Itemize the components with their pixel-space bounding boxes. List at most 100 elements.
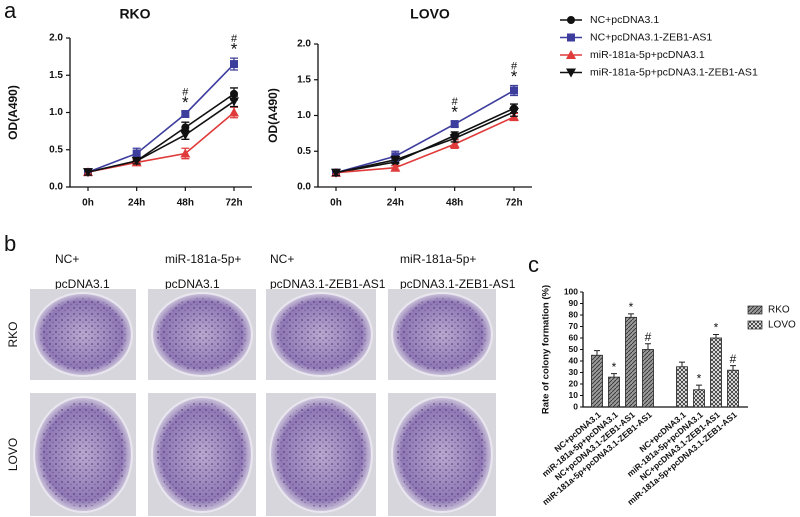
point xyxy=(181,123,190,132)
axis-line xyxy=(69,38,252,188)
y-tick-label: 0 xyxy=(573,401,578,411)
annotation: * xyxy=(714,321,719,335)
point xyxy=(390,155,401,165)
column-header: pcDNA3.1 xyxy=(55,277,110,291)
series-line xyxy=(335,116,515,174)
legend-marker xyxy=(566,50,576,59)
error-bar xyxy=(594,350,600,356)
x-tick-label: 48h xyxy=(177,198,194,209)
chart-title: LOVO xyxy=(410,6,450,22)
annotation: * xyxy=(231,40,238,59)
plate-colonies xyxy=(397,402,487,507)
error-bar xyxy=(730,365,736,371)
legend-marker xyxy=(566,68,576,78)
series-line xyxy=(87,100,235,173)
x-tick-label: 24h xyxy=(128,198,145,209)
y-tick-label: 40 xyxy=(569,355,579,365)
error-bar xyxy=(679,361,685,367)
panel-label: b xyxy=(4,231,16,256)
annotation: # xyxy=(511,60,518,72)
plate-colonies xyxy=(275,298,367,371)
point xyxy=(229,97,239,107)
panel-label: a xyxy=(4,0,17,23)
point xyxy=(230,60,238,69)
y-tick-label: 60 xyxy=(569,332,579,342)
y-tick-label: 70 xyxy=(569,321,579,331)
y-tick-label: 0.0 xyxy=(297,182,311,193)
point xyxy=(131,156,142,166)
annotation: * xyxy=(511,67,518,86)
bar xyxy=(608,376,620,408)
y-tick-label: 90 xyxy=(569,298,579,308)
point xyxy=(229,107,239,117)
x-tick-label: 0h xyxy=(82,198,94,209)
point xyxy=(510,86,518,95)
y-tick-label: 20 xyxy=(569,378,579,388)
series-line xyxy=(87,63,235,173)
bar xyxy=(642,349,654,408)
y-tick-label: 10 xyxy=(569,390,579,400)
y-tick-label: 1.5 xyxy=(297,74,311,85)
y-tick-label: 80 xyxy=(569,309,579,319)
y-tick-label: 2.0 xyxy=(49,33,63,44)
legend-label: NC+pcDNA3.1 xyxy=(590,14,659,26)
bar xyxy=(625,316,637,408)
y-axis-label: Rate of colony formation (%) xyxy=(541,285,552,414)
bar xyxy=(710,337,722,408)
y-tick-label: 1.5 xyxy=(49,70,63,81)
y-tick-label: 2.0 xyxy=(297,39,311,50)
legend-swatch xyxy=(747,320,763,330)
bar xyxy=(727,369,739,408)
error-bar xyxy=(645,343,651,350)
series-line xyxy=(335,89,515,174)
point xyxy=(180,130,191,140)
panel-label: c xyxy=(528,252,539,277)
legend-marker xyxy=(567,16,575,24)
point xyxy=(132,149,141,158)
point xyxy=(180,148,191,158)
point xyxy=(450,120,459,129)
legend-label: LOVO xyxy=(768,320,796,331)
annotation: * xyxy=(612,360,617,374)
error-bar xyxy=(696,384,702,390)
plate-colonies xyxy=(157,298,247,371)
x-tick-label: 24h xyxy=(387,198,404,209)
y-tick-label: 100 xyxy=(564,286,578,296)
column-header: NC+ xyxy=(55,252,79,266)
column-header: pcDNA3.1-ZEB1-AS1 xyxy=(270,277,386,291)
bar xyxy=(591,354,603,408)
row-label: RKO xyxy=(6,321,20,347)
y-tick-label: 30 xyxy=(569,367,579,377)
annotation: * xyxy=(182,93,189,112)
point xyxy=(390,162,401,172)
legend-label: miR-181a-5p+pcDNA3.1-ZEB1-AS1 xyxy=(590,66,758,78)
y-tick-label: 1.0 xyxy=(297,110,311,121)
legend-label: miR-181a-5p+pcDNA3.1 xyxy=(590,49,705,61)
annotation: # xyxy=(231,33,238,45)
bar xyxy=(693,389,705,408)
point xyxy=(509,107,519,117)
y-tick-label: 50 xyxy=(569,344,579,354)
point xyxy=(181,109,190,118)
column-header: NC+ xyxy=(270,252,294,266)
y-tick-label: 0.5 xyxy=(297,146,311,157)
plate-colonies xyxy=(39,402,127,507)
column-header: pcDNA3.1 xyxy=(165,277,220,291)
error-bar xyxy=(628,313,634,318)
plate-colonies xyxy=(39,298,127,371)
legend-label: RKO xyxy=(768,305,790,316)
series-line xyxy=(335,111,515,174)
column-header: miR-181a-5p+ xyxy=(400,252,476,266)
y-tick-label: 1.0 xyxy=(49,107,63,118)
axis-line xyxy=(582,292,748,408)
annotation: * xyxy=(629,300,634,314)
y-axis-label: OD(A490) xyxy=(6,85,20,140)
point xyxy=(331,168,341,178)
annotation: # xyxy=(182,87,189,99)
bar xyxy=(676,366,688,408)
chart-title: RKO xyxy=(119,6,150,22)
x-tick-label: 72h xyxy=(225,198,242,209)
column-header: pcDNA3.1-ZEB1-AS1 xyxy=(400,277,516,291)
error-bar xyxy=(611,373,617,378)
